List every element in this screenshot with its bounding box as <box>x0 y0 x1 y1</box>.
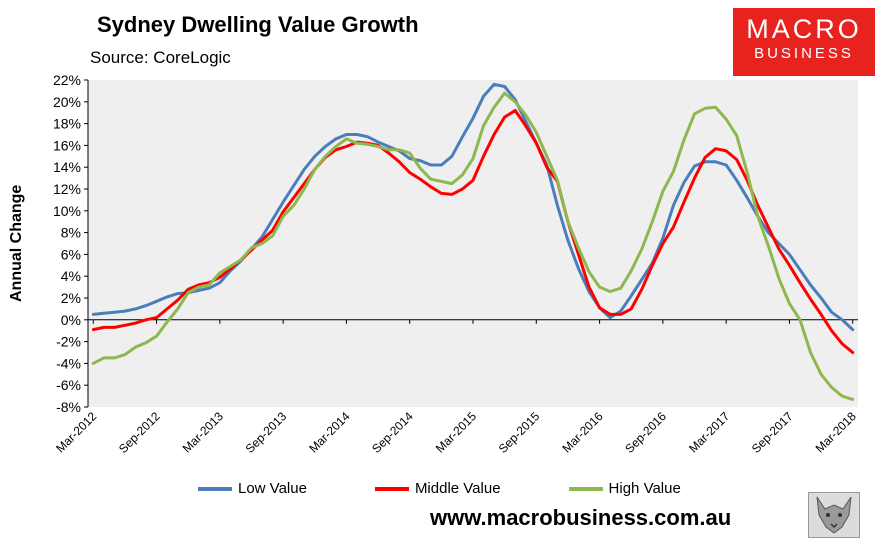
y-tick-label: 12% <box>53 181 81 197</box>
website-url[interactable]: www.macrobusiness.com.au <box>430 505 732 530</box>
y-tick-label: -6% <box>56 377 81 393</box>
legend-swatch-low <box>198 486 232 491</box>
legend-item-high: High Value <box>568 480 681 497</box>
x-tick-label: Mar-2012 <box>53 409 99 455</box>
legend-item-middle: Middle Value <box>374 480 501 497</box>
y-tick-label: -4% <box>56 355 81 371</box>
y-tick-label: 14% <box>53 159 81 175</box>
legend-swatch-middle <box>374 486 409 491</box>
y-tick-label: 2% <box>61 290 81 306</box>
x-tick-label: Mar-2016 <box>559 409 605 455</box>
x-tick-label: Sep-2012 <box>116 409 163 456</box>
series-line-low-value <box>91 82 855 332</box>
y-tick-label: -8% <box>56 399 81 415</box>
x-tick-label: Mar-2015 <box>433 409 479 455</box>
y-tick-label: -2% <box>56 334 81 350</box>
legend: Low Value Middle Value High Value <box>198 480 749 497</box>
wolf-logo-icon <box>808 492 860 538</box>
y-tick-label: 4% <box>61 268 81 284</box>
legend-label-middle: Middle Value <box>414 480 501 497</box>
y-tick-label: 6% <box>61 246 81 262</box>
logo-line-1: MACRO <box>746 14 862 44</box>
x-tick-label: Sep-2013 <box>243 409 290 456</box>
y-tick-label: 0% <box>61 312 81 328</box>
legend-swatch-high <box>568 486 603 491</box>
legend-label-low: Low Value <box>238 480 307 497</box>
y-tick-label: 16% <box>53 137 81 153</box>
chart-source: Source: CoreLogic <box>90 48 231 67</box>
x-tick-label: Mar-2018 <box>813 409 859 455</box>
y-tick-label: 18% <box>53 116 81 132</box>
x-tick-label: Sep-2015 <box>496 409 543 456</box>
y-tick-label: 8% <box>61 225 81 241</box>
plot-area <box>88 80 858 407</box>
x-tick-label: Mar-2014 <box>306 409 352 455</box>
x-tick-label: Sep-2016 <box>622 409 669 456</box>
y-axis-label: Annual Change <box>8 184 25 302</box>
macrobusiness-logo[interactable]: MACRO BUSINESS <box>733 8 875 76</box>
series-line-middle-value <box>91 109 855 354</box>
y-tick-label: 22% <box>53 72 81 88</box>
y-tick-label: 20% <box>53 94 81 110</box>
legend-item-low: Low Value <box>198 480 307 497</box>
series-line-high-value <box>91 91 855 401</box>
x-tick-label: Sep-2017 <box>749 409 796 456</box>
logo-line-2: BUSINESS <box>754 45 854 62</box>
chart-title: Sydney Dwelling Value Growth <box>97 12 419 37</box>
legend-label-high: High Value <box>608 480 681 497</box>
y-tick-label: 10% <box>53 203 81 219</box>
x-tick-label: Sep-2014 <box>369 409 416 456</box>
x-tick-label: Mar-2017 <box>686 409 732 455</box>
x-tick-label: Mar-2013 <box>180 409 226 455</box>
